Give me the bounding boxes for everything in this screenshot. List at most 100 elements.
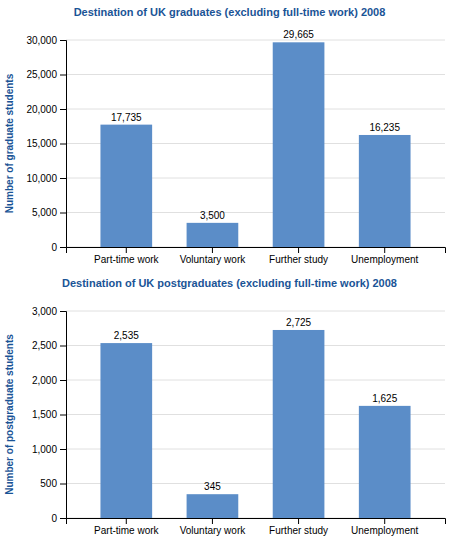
- x-tick: Part-time work: [94, 518, 159, 536]
- title: Destination of UK postgraduates (excludi…: [62, 277, 397, 289]
- y-tick-label: 5,000: [32, 207, 57, 218]
- y-tick-mark: [60, 75, 66, 76]
- x-tick: Voluntary work: [180, 247, 247, 265]
- y-tick: 20,000: [26, 104, 66, 115]
- y-tick-mark: [60, 213, 66, 214]
- grid-line: [66, 40, 445, 41]
- bars: [100, 42, 410, 247]
- x-axis: Part-time work Voluntary work Further stud…: [67, 518, 446, 536]
- y-tick-mark: [60, 346, 66, 347]
- data-label: 16,235: [369, 122, 400, 133]
- y-tick: 3,000: [32, 306, 66, 317]
- y-tick: 1,500: [32, 409, 66, 420]
- y-tick-mark: [60, 484, 66, 485]
- x-tick-mark: [126, 518, 127, 524]
- x-tick-mark: [126, 247, 127, 253]
- x-tick-label: Unemployment: [351, 254, 418, 265]
- x-tick-mark: [212, 518, 213, 524]
- y-axis-line: [60, 41, 67, 248]
- plot: 2,535 345 2,725 1,625 0 500 1,000 1,500 2,000 2,5…: [32, 306, 446, 536]
- x-tick-label: Voluntary work: [180, 254, 247, 265]
- grid-line: [66, 109, 445, 110]
- y-tick-label: 0: [51, 242, 57, 253]
- y-axis-line: [60, 312, 67, 519]
- chart-canvas: Destination of UK graduates (excluding f…: [0, 0, 459, 542]
- data-label: 2,535: [114, 330, 139, 341]
- y-tick-label: 2,500: [32, 340, 57, 351]
- x-tick-mark: [298, 518, 299, 524]
- y-tick-label: 20,000: [26, 104, 57, 115]
- y-tick: 25,000: [26, 69, 66, 80]
- data-label: 17,735: [111, 112, 142, 123]
- y-tick-label: 30,000: [26, 35, 57, 46]
- x-tick-label: Part-time work: [94, 525, 159, 536]
- y-tick-label: 15,000: [26, 138, 57, 149]
- data-label: 1,625: [372, 393, 397, 404]
- grid: [66, 40, 445, 247]
- x-tick: Unemployment: [351, 247, 418, 265]
- y-tick-mark: [60, 178, 66, 179]
- y-tick-label: 3,000: [32, 306, 57, 317]
- x-tick-label: Further study: [269, 254, 328, 265]
- y-tick: 30,000: [26, 35, 66, 46]
- y-tick: 0: [51, 242, 66, 253]
- y-tick: 10,000: [26, 173, 66, 184]
- x-axis: Part-time work Voluntary work Further stud…: [67, 247, 446, 265]
- y-tick: 2,500: [32, 340, 66, 351]
- x-tick-mark: [298, 247, 299, 253]
- y-tick: 0: [51, 513, 66, 524]
- x-tick: Part-time work: [94, 247, 159, 265]
- x-tick-mark: [384, 247, 385, 253]
- data-label: 29,665: [283, 29, 314, 40]
- title: Destination of UK graduates (excluding f…: [74, 6, 386, 18]
- bar: [100, 125, 152, 247]
- panel: Destination of UK graduates (excluding f…: [4, 6, 446, 265]
- x-axis-line: [67, 519, 446, 525]
- y-tick-label: 2,000: [32, 375, 57, 386]
- data-label: 2,725: [286, 317, 311, 328]
- y-tick-label: 0: [51, 513, 57, 524]
- y-tick-mark: [60, 449, 66, 450]
- y-tick-label: 1,000: [32, 444, 57, 455]
- x-tick-label: Voluntary work: [180, 525, 247, 536]
- panel: Destination of UK postgraduates (excludi…: [4, 277, 446, 536]
- y-tick: 15,000: [26, 138, 66, 149]
- x-tick: Voluntary work: [180, 518, 247, 536]
- y-tick-mark: [60, 247, 66, 248]
- y-tick: 1,000: [32, 444, 66, 455]
- y-axis-title: Number of graduate students: [4, 73, 15, 213]
- grid-line: [66, 74, 445, 75]
- y-tick-label: 1,500: [32, 409, 57, 420]
- y-tick-mark: [60, 109, 66, 110]
- y-axis: 0 500 1,000 1,500 2,000 2,500 3,000: [32, 306, 67, 524]
- y-tick: 500: [40, 478, 66, 489]
- x-axis-line: [67, 248, 446, 254]
- x-tick-label: Unemployment: [351, 525, 418, 536]
- bar: [359, 406, 411, 518]
- bar: [273, 330, 325, 518]
- bar: [187, 223, 239, 247]
- y-tick-mark: [60, 144, 66, 145]
- x-tick: Unemployment: [351, 518, 418, 536]
- y-tick-mark: [60, 518, 66, 519]
- x-tick-label: Part-time work: [94, 254, 159, 265]
- y-tick-label: 500: [40, 478, 57, 489]
- x-tick-mark: [212, 247, 213, 253]
- data-labels: 17,735 3,500 29,665 16,235: [111, 29, 400, 221]
- bar: [359, 135, 411, 247]
- y-tick: 5,000: [32, 207, 66, 218]
- data-label: 3,500: [200, 210, 225, 221]
- y-axis: 0 5,000 10,000 15,000 20,000 25,000 30,000: [26, 35, 66, 253]
- y-tick-label: 10,000: [26, 173, 57, 184]
- x-tick: Further study: [269, 247, 328, 265]
- grid: [66, 311, 445, 518]
- x-tick: Further study: [269, 518, 328, 536]
- x-tick-label: Further study: [269, 525, 328, 536]
- data-labels: 2,535 345 2,725 1,625: [114, 317, 398, 492]
- x-tick-mark: [384, 518, 385, 524]
- bar: [273, 42, 325, 247]
- y-tick-mark: [60, 380, 66, 381]
- y-tick: 2,000: [32, 375, 66, 386]
- data-label: 345: [204, 481, 221, 492]
- y-axis-title: Number of postgraduate students: [4, 334, 15, 495]
